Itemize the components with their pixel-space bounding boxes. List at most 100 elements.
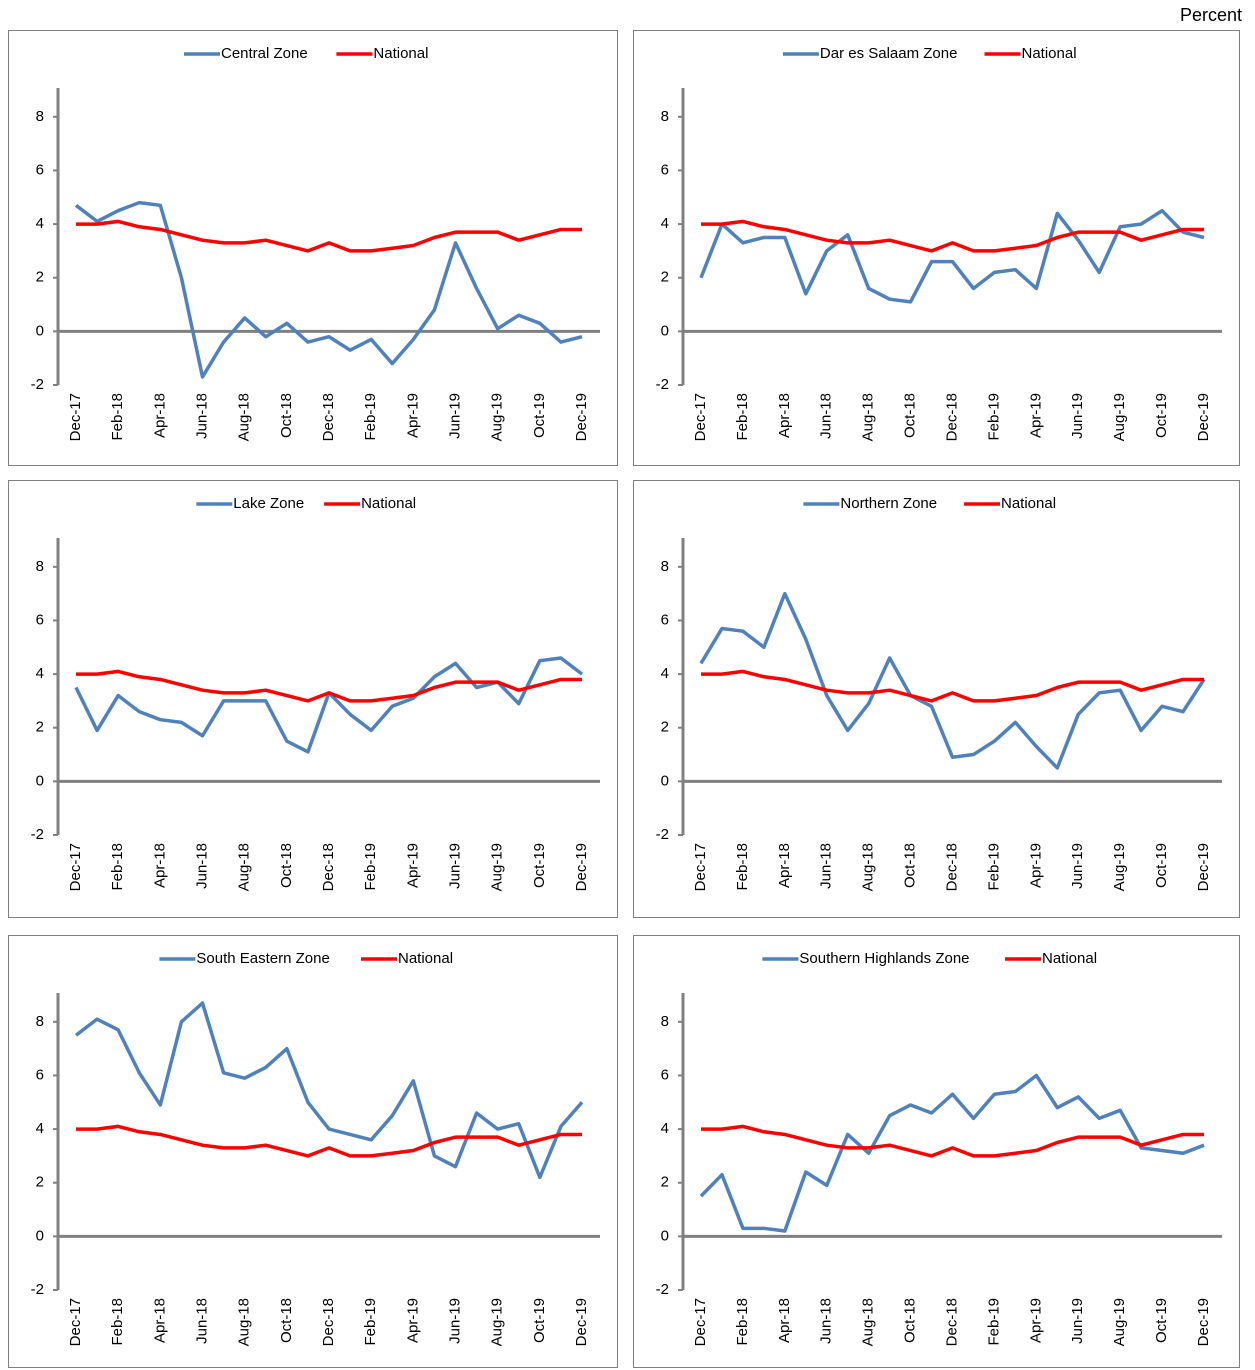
panel-frame bbox=[633, 935, 1240, 1368]
series-line bbox=[76, 1124, 582, 1158]
y-tick-label: 6 bbox=[661, 161, 669, 178]
x-tick-label: Apr-18 bbox=[151, 393, 168, 438]
x-tick-label: Oct-18 bbox=[278, 843, 295, 888]
x-tick-label: Aug-19 bbox=[1111, 843, 1128, 891]
y-tick-label: -2 bbox=[656, 376, 669, 393]
panel-frame bbox=[633, 30, 1240, 466]
y-tick-label: -2 bbox=[656, 826, 669, 843]
x-tick-label: Apr-19 bbox=[1027, 843, 1044, 888]
unit-label: Percent bbox=[1180, 5, 1242, 25]
y-tick-label: 2 bbox=[661, 269, 669, 286]
y-tick-label: 2 bbox=[36, 719, 44, 736]
series-line bbox=[701, 669, 1204, 703]
x-tick-label: Aug-19 bbox=[489, 393, 506, 441]
y-tick-label: -2 bbox=[656, 1281, 669, 1298]
legend-label: National bbox=[373, 45, 428, 62]
y-tick-label: 2 bbox=[661, 1174, 669, 1191]
x-tick-label: Oct-18 bbox=[278, 1298, 295, 1343]
x-tick-label: Aug-18 bbox=[236, 393, 253, 441]
y-tick-label: 0 bbox=[661, 772, 669, 789]
x-tick-label: Dec-19 bbox=[1195, 1298, 1212, 1346]
x-tick-label: Jun-18 bbox=[193, 843, 210, 889]
x-tick-label: Feb-19 bbox=[985, 843, 1002, 891]
legend-label: South Eastern Zone bbox=[196, 950, 329, 967]
x-tick-label: Jun-18 bbox=[818, 843, 835, 889]
y-tick-label: 6 bbox=[661, 611, 669, 628]
legend-label: National bbox=[398, 950, 453, 967]
x-tick-label: Oct-18 bbox=[278, 393, 295, 438]
x-tick-label: Dec-19 bbox=[573, 1298, 590, 1346]
x-tick-label: Jun-18 bbox=[818, 393, 835, 439]
x-tick-label: Feb-18 bbox=[109, 843, 126, 891]
x-tick-label: Apr-18 bbox=[776, 843, 793, 888]
x-tick-label: Aug-19 bbox=[489, 1298, 506, 1346]
y-tick-label: 6 bbox=[36, 1066, 44, 1083]
series-line bbox=[76, 219, 582, 253]
legend-label: Northern Zone bbox=[840, 495, 937, 512]
panel-frame bbox=[8, 935, 618, 1368]
x-tick-label: Dec-19 bbox=[573, 393, 590, 441]
legend-label: National bbox=[361, 495, 416, 512]
y-tick-label: -2 bbox=[31, 826, 44, 843]
x-tick-label: Feb-19 bbox=[362, 843, 379, 891]
x-tick-label: Feb-18 bbox=[734, 393, 751, 441]
x-tick-label: Aug-18 bbox=[860, 1298, 877, 1346]
x-tick-label: Jun-19 bbox=[446, 1298, 463, 1344]
y-tick-label: 8 bbox=[661, 558, 669, 575]
series-line bbox=[701, 219, 1204, 253]
x-tick-label: Oct-19 bbox=[1153, 393, 1170, 438]
y-tick-label: 6 bbox=[36, 611, 44, 628]
x-tick-label: Jun-19 bbox=[1069, 393, 1086, 439]
x-tick-label: Apr-19 bbox=[1027, 393, 1044, 438]
series-line bbox=[74, 656, 584, 754]
x-tick-label: Jun-19 bbox=[1069, 843, 1086, 889]
x-tick-label: Oct-18 bbox=[902, 393, 919, 438]
y-tick-label: 8 bbox=[36, 108, 44, 125]
series-line bbox=[699, 591, 1206, 770]
x-tick-label: Oct-18 bbox=[902, 843, 919, 888]
x-tick-label: Aug-18 bbox=[236, 843, 253, 891]
x-tick-label: Dec-17 bbox=[67, 843, 84, 891]
x-tick-label: Apr-18 bbox=[776, 1298, 793, 1343]
legend-label: Central Zone bbox=[221, 45, 308, 62]
x-tick-label: Dec-18 bbox=[943, 393, 960, 441]
x-tick-label: Aug-19 bbox=[1111, 393, 1128, 441]
y-tick-label: 0 bbox=[36, 772, 44, 789]
x-tick-label: Aug-18 bbox=[236, 1298, 253, 1346]
panel-frame bbox=[633, 480, 1240, 918]
x-tick-label: Dec-17 bbox=[692, 843, 709, 891]
series-line bbox=[76, 669, 582, 703]
x-tick-label: Feb-19 bbox=[985, 1298, 1002, 1346]
x-tick-label: Oct-19 bbox=[531, 1298, 548, 1343]
y-tick-label: 8 bbox=[36, 558, 44, 575]
x-tick-label: Dec-18 bbox=[320, 843, 337, 891]
x-tick-label: Feb-18 bbox=[734, 1298, 751, 1346]
series-line bbox=[699, 208, 1205, 304]
x-tick-label: Aug-18 bbox=[860, 843, 877, 891]
x-tick-label: Dec-19 bbox=[1195, 393, 1212, 441]
y-tick-label: 4 bbox=[36, 1120, 44, 1137]
y-tick-label: 4 bbox=[661, 1120, 669, 1137]
x-tick-label: Dec-18 bbox=[320, 1298, 337, 1346]
series-line bbox=[74, 200, 583, 379]
x-tick-label: Jun-18 bbox=[818, 1298, 835, 1344]
y-tick-label: 2 bbox=[36, 1174, 44, 1191]
x-tick-label: Feb-19 bbox=[362, 1298, 379, 1346]
x-tick-label: Aug-19 bbox=[489, 843, 506, 891]
y-tick-label: 8 bbox=[661, 1013, 669, 1030]
y-tick-label: 4 bbox=[661, 215, 669, 232]
series-line bbox=[701, 1124, 1204, 1158]
x-tick-label: Apr-18 bbox=[151, 1298, 168, 1343]
x-tick-label: Apr-19 bbox=[404, 843, 421, 888]
x-tick-label: Jun-19 bbox=[1069, 1298, 1086, 1344]
x-tick-label: Oct-19 bbox=[531, 393, 548, 438]
x-tick-label: Feb-18 bbox=[109, 1298, 126, 1346]
panel-frame bbox=[8, 480, 618, 918]
series-line bbox=[74, 1001, 584, 1180]
x-tick-label: Dec-19 bbox=[573, 843, 590, 891]
x-tick-label: Aug-18 bbox=[860, 393, 877, 441]
y-tick-label: 0 bbox=[661, 322, 669, 339]
y-tick-label: 0 bbox=[36, 322, 44, 339]
x-tick-label: Dec-17 bbox=[67, 1298, 84, 1346]
